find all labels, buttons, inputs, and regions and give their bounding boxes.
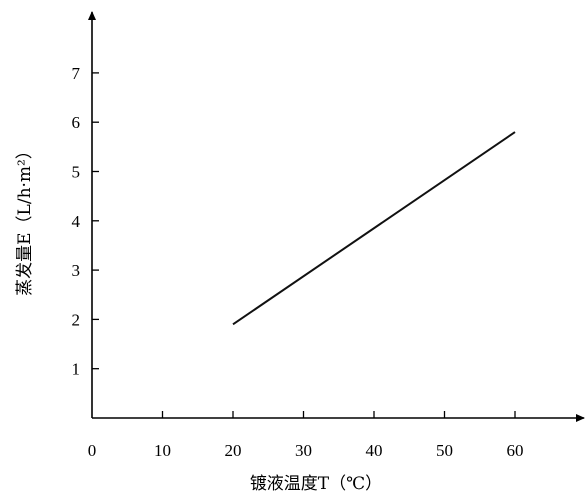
x-tick-label: 10 — [154, 441, 171, 460]
y-ticks: 1 2 3 4 5 6 7 — [72, 64, 99, 379]
x-tick-label: 40 — [366, 441, 383, 460]
y-tick-label: 2 — [72, 310, 81, 329]
series-layer — [232, 131, 516, 326]
x-tick-label: 60 — [507, 441, 524, 460]
y-tick-label: 1 — [72, 360, 81, 379]
y-tick-label: 4 — [72, 212, 81, 231]
x-ticks: 0 10 20 30 40 50 60 — [88, 411, 524, 460]
x-tick-label: 0 — [88, 441, 97, 460]
x-tick-label: 30 — [295, 441, 312, 460]
x-axis-title: 镀液温度T（℃） — [250, 474, 382, 494]
x-tick-label: 20 — [225, 441, 242, 460]
series-line — [232, 131, 516, 326]
y-tick-label: 6 — [72, 113, 81, 132]
y-axis-title: 蒸发量E（L/h·m²） — [15, 142, 35, 296]
x-tick-label: 50 — [436, 441, 453, 460]
y-tick-label: 7 — [72, 64, 81, 83]
y-tick-label: 3 — [72, 261, 81, 280]
y-tick-label: 5 — [72, 163, 81, 182]
